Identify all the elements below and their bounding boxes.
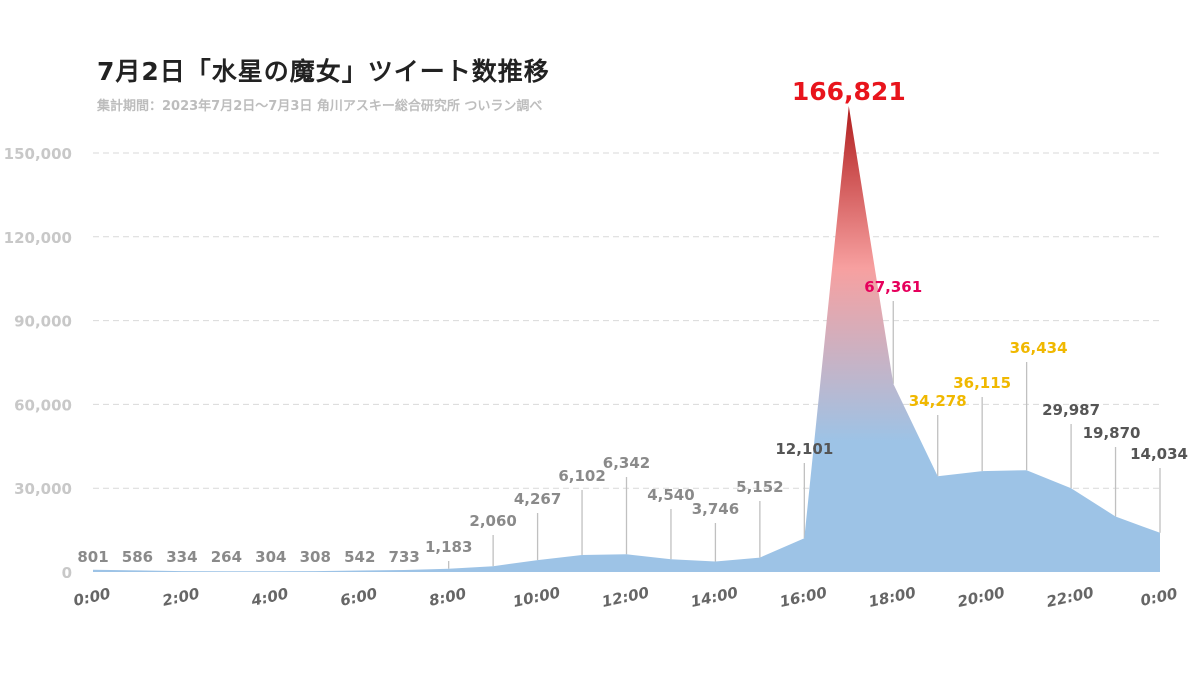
- x-tick-label: 6:00: [339, 584, 379, 609]
- data-label: 3,746: [692, 500, 739, 518]
- x-tick-label: 8:00: [428, 584, 468, 609]
- data-label: 29,987: [1042, 401, 1100, 419]
- data-label: 14,034: [1130, 445, 1188, 463]
- data-label: 801: [77, 548, 108, 566]
- data-label: 586: [122, 548, 153, 566]
- data-label: 6,342: [603, 454, 650, 472]
- data-label: 67,361: [864, 278, 922, 296]
- data-label: 1,183: [425, 538, 472, 556]
- x-tick-label: 16:00: [778, 583, 828, 611]
- data-label: 36,434: [1010, 339, 1068, 357]
- y-tick-label: 0: [62, 564, 72, 582]
- x-tick-label: 22:00: [1045, 583, 1095, 611]
- data-label: 2,060: [469, 512, 516, 530]
- x-tick-label: 14:00: [689, 583, 739, 611]
- x-tick-label: 20:00: [956, 583, 1006, 611]
- data-label: 34,278: [909, 392, 967, 410]
- x-tick-label: 4:00: [249, 584, 290, 610]
- y-axis: 0 30,000 60,000 90,000 120,000 150,000: [4, 145, 72, 582]
- chart-title: 7月2日「水星の魔女」ツイート数推移: [97, 57, 550, 86]
- data-label: 4,267: [514, 490, 561, 508]
- x-axis: 0:00 2:00 4:00 6:00 8:00 10:00 12:00 14:00 16:00…: [72, 583, 1179, 611]
- data-label: 19,870: [1083, 424, 1141, 442]
- data-label: 4,540: [647, 486, 694, 504]
- data-label: 733: [389, 548, 420, 566]
- data-label: 264: [211, 548, 242, 566]
- y-tick-label: 30,000: [14, 480, 72, 498]
- data-label: 36,115: [953, 374, 1011, 392]
- x-tick-label: 2:00: [161, 584, 201, 609]
- y-tick-label: 60,000: [14, 396, 72, 414]
- data-label: 166,821: [792, 77, 906, 106]
- data-label: 304: [255, 548, 286, 566]
- x-tick-label: 0:00: [72, 584, 112, 609]
- x-tick-label: 12:00: [600, 583, 650, 611]
- y-tick-label: 120,000: [4, 229, 72, 247]
- data-label: 5,152: [736, 478, 783, 496]
- area-series: [93, 106, 1160, 572]
- data-label: 6,102: [558, 467, 605, 485]
- chart-subtitle: 集計期間：2023年7月2日～7月3日 角川アスキー総合研究所 ついラン調べ: [97, 99, 543, 114]
- x-tick-label: 18:00: [867, 583, 917, 611]
- y-tick-label: 150,000: [4, 145, 72, 163]
- data-label: 308: [300, 548, 331, 566]
- grid-lines: [93, 152, 1160, 489]
- data-label: 12,101: [775, 440, 833, 458]
- data-label: 334: [166, 548, 197, 566]
- leader-lines: [448, 301, 1161, 569]
- x-tick-label: 0:00: [1139, 584, 1179, 609]
- data-label: 542: [344, 548, 375, 566]
- x-tick-label: 10:00: [511, 583, 561, 611]
- y-tick-label: 90,000: [14, 313, 72, 331]
- data-labels: 801 586 334 264 304 308 542 733 1,183 2,060 4,267 6…: [77, 77, 1188, 566]
